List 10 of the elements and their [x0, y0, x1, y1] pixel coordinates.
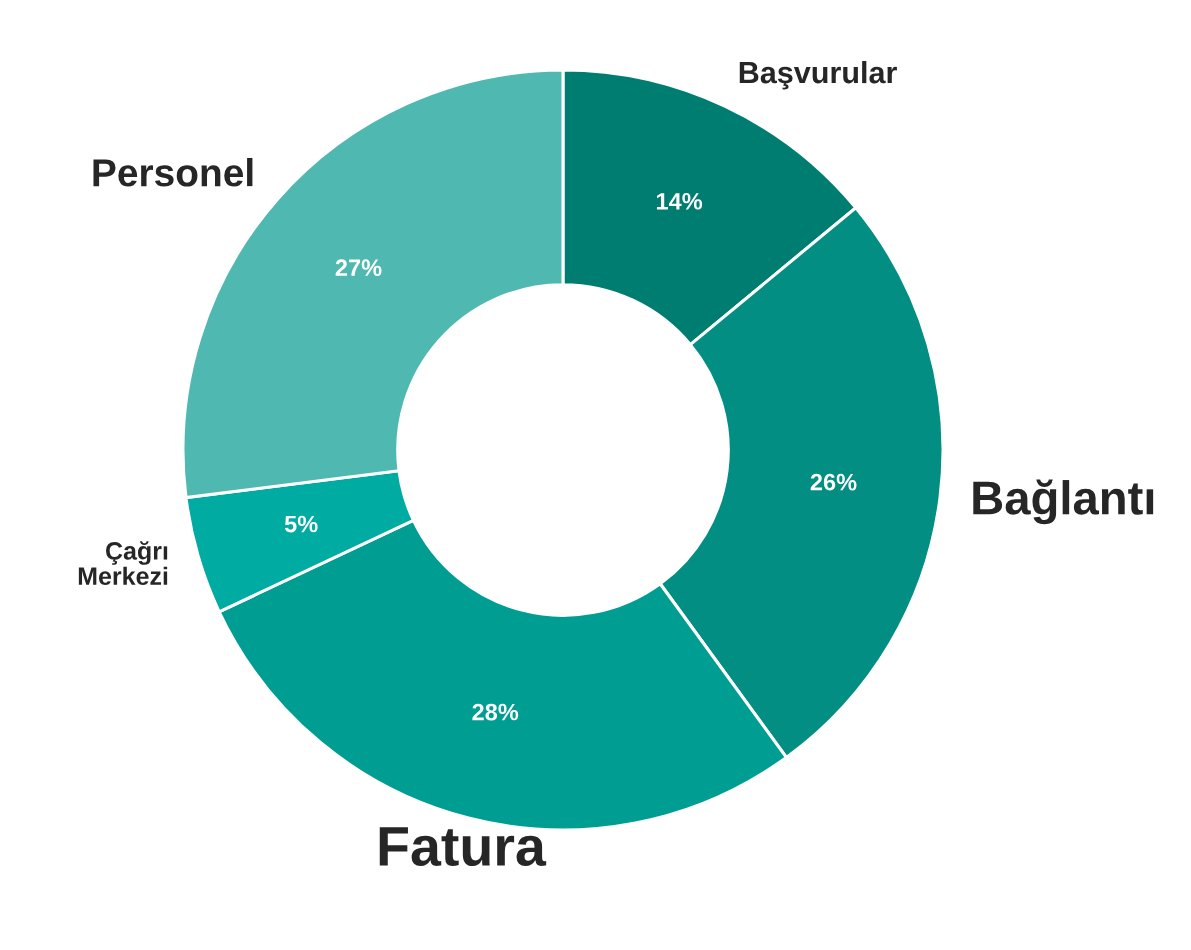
data-label: 28% — [472, 703, 519, 721]
data-label: 5% — [284, 515, 318, 533]
slice-label: Başvurular — [739, 60, 897, 90]
slice-label: Bağlantı — [973, 479, 1154, 525]
data-label: 27% — [335, 259, 382, 276]
slice-label: Çağrı Merkezi — [78, 541, 168, 586]
data-label: 14% — [656, 192, 703, 210]
slice-label: Personel — [93, 157, 253, 187]
slice-label: Fatura — [379, 827, 547, 867]
data-label: 26% — [810, 473, 857, 491]
